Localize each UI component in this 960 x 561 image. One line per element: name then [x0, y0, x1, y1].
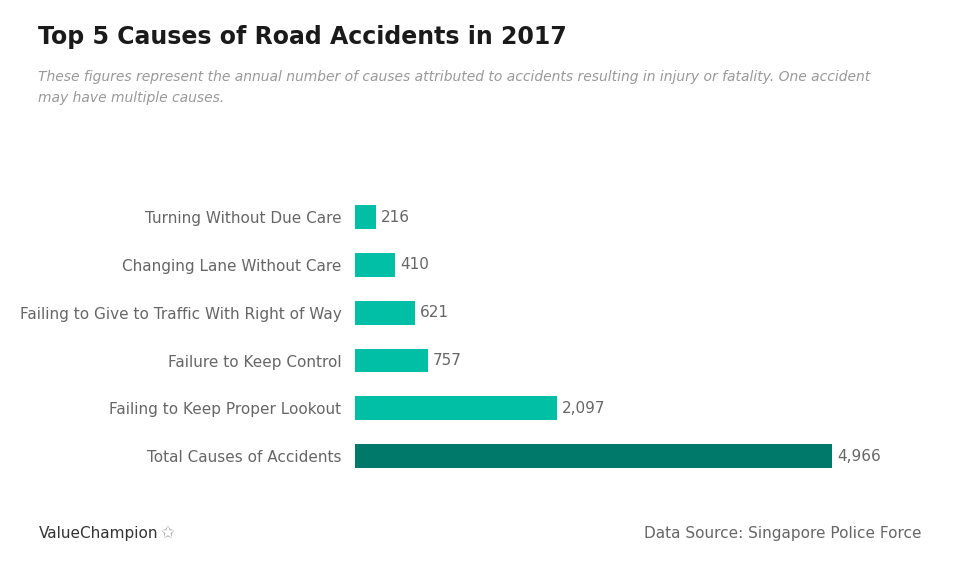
Bar — [355, 397, 557, 420]
Text: 216: 216 — [381, 210, 410, 224]
Text: These figures represent the annual number of causes attributed to accidents resu: These figures represent the annual numbe… — [38, 70, 871, 105]
Text: Data Source: Singapore Police Force: Data Source: Singapore Police Force — [644, 526, 922, 541]
Bar — [355, 205, 376, 229]
Text: 410: 410 — [399, 257, 429, 273]
Bar — [355, 301, 415, 325]
Text: 621: 621 — [420, 305, 449, 320]
Text: 4,966: 4,966 — [837, 449, 881, 463]
Text: 2,097: 2,097 — [562, 401, 606, 416]
Bar — [355, 444, 832, 468]
Bar — [355, 253, 395, 277]
Text: Top 5 Causes of Road Accidents in 2017: Top 5 Causes of Road Accidents in 2017 — [38, 25, 567, 49]
Bar — [355, 348, 428, 373]
Text: ValueChampion: ValueChampion — [38, 526, 157, 541]
Text: 757: 757 — [433, 353, 462, 368]
Text: ✩: ✩ — [160, 523, 174, 541]
